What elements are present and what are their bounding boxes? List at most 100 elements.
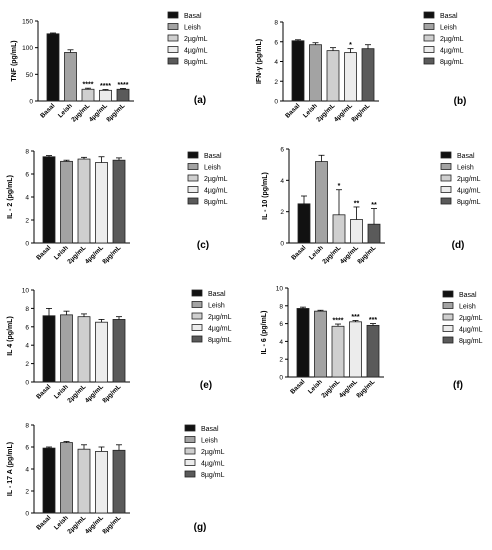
legend-swatch [191, 301, 203, 308]
bar [350, 219, 363, 244]
legend-label: 8µg/mL [204, 199, 228, 206]
legend-swatch [440, 186, 452, 193]
y-tick-label: 0 [25, 380, 29, 387]
x-tick-label: 8µg/mL [101, 244, 122, 265]
y-tick-label: 0 [279, 375, 283, 382]
y-axis-label: IL - 10 (pg/mL) [262, 172, 269, 220]
legend-swatch [442, 313, 454, 321]
bar [60, 314, 73, 383]
legend-label: 2µg/mL [208, 314, 232, 321]
legend-label: Basal [457, 153, 475, 160]
bar [95, 450, 108, 514]
panel-label: (e) [200, 380, 212, 391]
x-tick-label: Basal [289, 378, 306, 395]
legend-label: 8µg/mL [208, 337, 232, 344]
y-tick-label: 6 [25, 445, 29, 452]
y-tick-label: 0 [280, 241, 284, 248]
legend-label: Basal [201, 426, 219, 433]
panel-label: (c) [197, 240, 209, 251]
chart-panel: 0 2 4 6 8 IL - 17 A (pg/mL) Basal Leish 2µg/mL 4µ… [7, 423, 225, 536]
legend-swatch [423, 11, 435, 19]
bar [77, 316, 91, 383]
legend-swatch [167, 11, 179, 19]
y-tick-label: 10 [276, 286, 284, 293]
legend-swatch [167, 34, 179, 42]
bar [42, 315, 56, 383]
x-tick-label: Basal [284, 102, 301, 119]
significance-marker: * [349, 42, 352, 49]
bar [314, 310, 327, 378]
legend-label: 4µg/mL [201, 461, 225, 468]
legend-label: 4µg/mL [204, 188, 228, 195]
legend-swatch [184, 470, 196, 478]
legend-swatch [442, 325, 454, 332]
y-tick-label: 0 [274, 99, 278, 106]
legend-swatch [440, 197, 452, 205]
y-axis-label: IL - 6 (pg/mL) [261, 311, 268, 355]
x-tick-label: Basal [39, 102, 56, 119]
y-tick-label: 2 [25, 361, 29, 368]
legend-label: 4µg/mL [440, 48, 464, 55]
bar [112, 159, 126, 244]
legend-swatch [423, 23, 435, 30]
y-tick-label: 2 [25, 489, 29, 496]
bar [64, 52, 77, 102]
y-tick-label: 2 [280, 209, 284, 216]
y-tick-label: 8 [25, 423, 29, 430]
panel-label: (a) [194, 95, 206, 106]
legend-label: 8µg/mL [457, 199, 481, 206]
bar [112, 319, 126, 383]
legend-label: Leish [204, 165, 221, 172]
x-tick-label: 8µg/mL [101, 383, 122, 404]
y-tick-label: 6 [279, 321, 283, 328]
legend-label: 2µg/mL [440, 36, 464, 43]
legend-swatch [184, 447, 196, 455]
y-tick-label: 10 [22, 288, 30, 295]
bar [77, 448, 91, 514]
x-tick-label: 8µg/mL [105, 102, 126, 123]
legend-swatch [440, 174, 452, 182]
x-tick-label: 8µg/mL [350, 102, 371, 123]
y-tick-label: 4 [274, 59, 278, 66]
y-tick-label: 50 [26, 72, 34, 79]
significance-marker: **** [100, 83, 111, 90]
bar [112, 449, 126, 514]
y-tick-label: 2 [25, 218, 29, 225]
legend-label: Leish [201, 438, 218, 445]
y-tick-label: 8 [274, 20, 278, 27]
y-tick-label: 100 [22, 45, 33, 52]
legend-swatch [440, 151, 452, 159]
legend-swatch [440, 163, 452, 170]
x-tick-label: 8µg/mL [356, 244, 377, 265]
significance-marker: * [338, 183, 341, 190]
x-tick-label: Basal [35, 244, 52, 261]
legend-swatch [423, 34, 435, 42]
x-tick-label: Basal [35, 383, 52, 400]
legend-label: 8µg/mL [440, 59, 464, 66]
chart-panel: 0 2 4 6 8 10 IL 4 (pg/mL) Basal Leish 2µg/mL 4µg/m… [7, 288, 232, 405]
legend-label: 2µg/mL [457, 176, 481, 183]
legend-label: 2µg/mL [184, 36, 208, 43]
bar [297, 203, 311, 244]
legend-label: 4µg/mL [208, 326, 232, 333]
legend-swatch [423, 57, 435, 65]
bar [99, 89, 112, 102]
y-axis-label: IL - 2 (pg/mL) [7, 175, 14, 219]
legend-swatch [184, 424, 196, 432]
y-tick-label: 4 [279, 339, 283, 346]
y-axis-label: IL - 17 A (pg/mL) [7, 442, 14, 496]
significance-marker: *** [351, 314, 359, 321]
y-axis-label: IFN-γ (pg/mL) [256, 39, 263, 84]
panel-label: (g) [194, 522, 207, 533]
y-tick-label: 6 [25, 172, 29, 179]
legend-swatch [442, 290, 454, 298]
panel-label: (f) [453, 380, 463, 391]
legend-label: Basal [459, 292, 477, 299]
significance-marker: **** [333, 318, 344, 325]
y-tick-label: 8 [279, 303, 283, 310]
bar [291, 40, 305, 102]
bar [367, 223, 381, 244]
legend-swatch [187, 197, 199, 205]
legend-swatch [191, 324, 203, 331]
